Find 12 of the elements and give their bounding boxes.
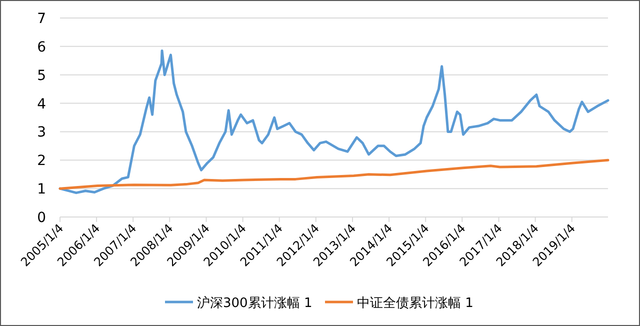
line-series — [58, 158, 610, 190]
legend-label: 中证全债累计涨幅 1 — [357, 296, 474, 311]
y-tick-label: 2 — [37, 153, 46, 170]
y-tick-label: 3 — [37, 124, 46, 141]
y-tick-label: 6 — [37, 39, 46, 56]
y-tick-label: 4 — [37, 96, 46, 112]
y-tick-label: 7 — [37, 11, 46, 27]
legend-label: 沪深300累计涨幅 1 — [197, 295, 312, 311]
y-tick-label: 1 — [37, 182, 46, 198]
y-tick-label: 5 — [37, 68, 46, 84]
y-tick-label: 0 — [37, 210, 46, 226]
line-series — [58, 49, 610, 194]
